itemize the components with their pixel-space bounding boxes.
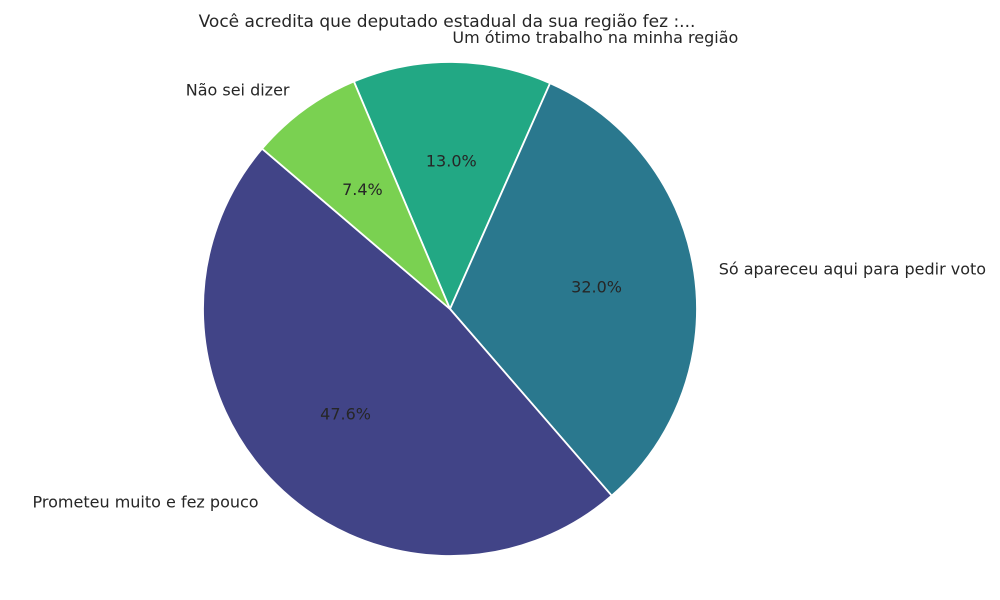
pie-slice-0 — [352, 61, 551, 310]
slice-percent-label: 32.0% — [571, 278, 622, 297]
slice-percent-label: 13.0% — [426, 151, 477, 170]
slice-percent-label: 47.6% — [320, 405, 371, 424]
pie-slice-1 — [449, 82, 698, 497]
chart-title: Você acredita que deputado estadual da s… — [198, 12, 696, 32]
slice-label: Não sei dizer — [186, 80, 290, 99]
slice-label: Um ótimo trabalho na minha região — [452, 28, 738, 47]
slice-percent-label: 7.4% — [342, 180, 383, 199]
pie-slice-2 — [202, 147, 613, 557]
slice-label: Só apareceu aqui para pedir voto — [719, 259, 986, 278]
slice-label: Prometeu muito e fez pouco — [33, 492, 259, 511]
pie-slice-3 — [261, 80, 451, 310]
